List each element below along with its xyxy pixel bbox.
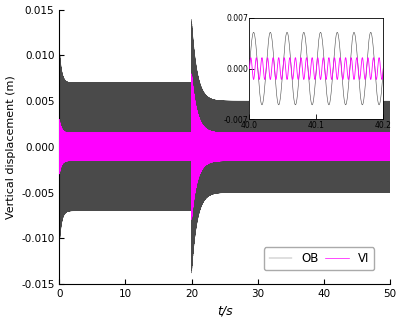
- Line: VI: VI: [59, 74, 389, 220]
- OB: [165, 118, 170, 122]
- OB: [57, 145, 62, 149]
- Line: OB: OB: [59, 19, 389, 273]
- Legend: OB, VI: OB, VI: [263, 247, 373, 270]
- OB: [92, 209, 97, 213]
- VI: [103, 144, 108, 148]
- VI: [141, 131, 146, 135]
- OB: [387, 145, 391, 149]
- X-axis label: t/s: t/s: [216, 305, 232, 318]
- OB: [79, 93, 84, 97]
- OB: [141, 209, 146, 213]
- VI: [319, 144, 324, 148]
- VI: [189, 72, 194, 76]
- Y-axis label: Vertical displacement (m): Vertical displacement (m): [6, 75, 16, 219]
- VI: [189, 218, 194, 222]
- VI: [165, 132, 170, 136]
- OB: [103, 201, 108, 204]
- OB: [319, 185, 324, 189]
- VI: [387, 145, 391, 149]
- VI: [57, 145, 62, 149]
- OB: [189, 271, 194, 275]
- VI: [92, 131, 97, 135]
- VI: [79, 141, 84, 145]
- OB: [189, 17, 194, 21]
